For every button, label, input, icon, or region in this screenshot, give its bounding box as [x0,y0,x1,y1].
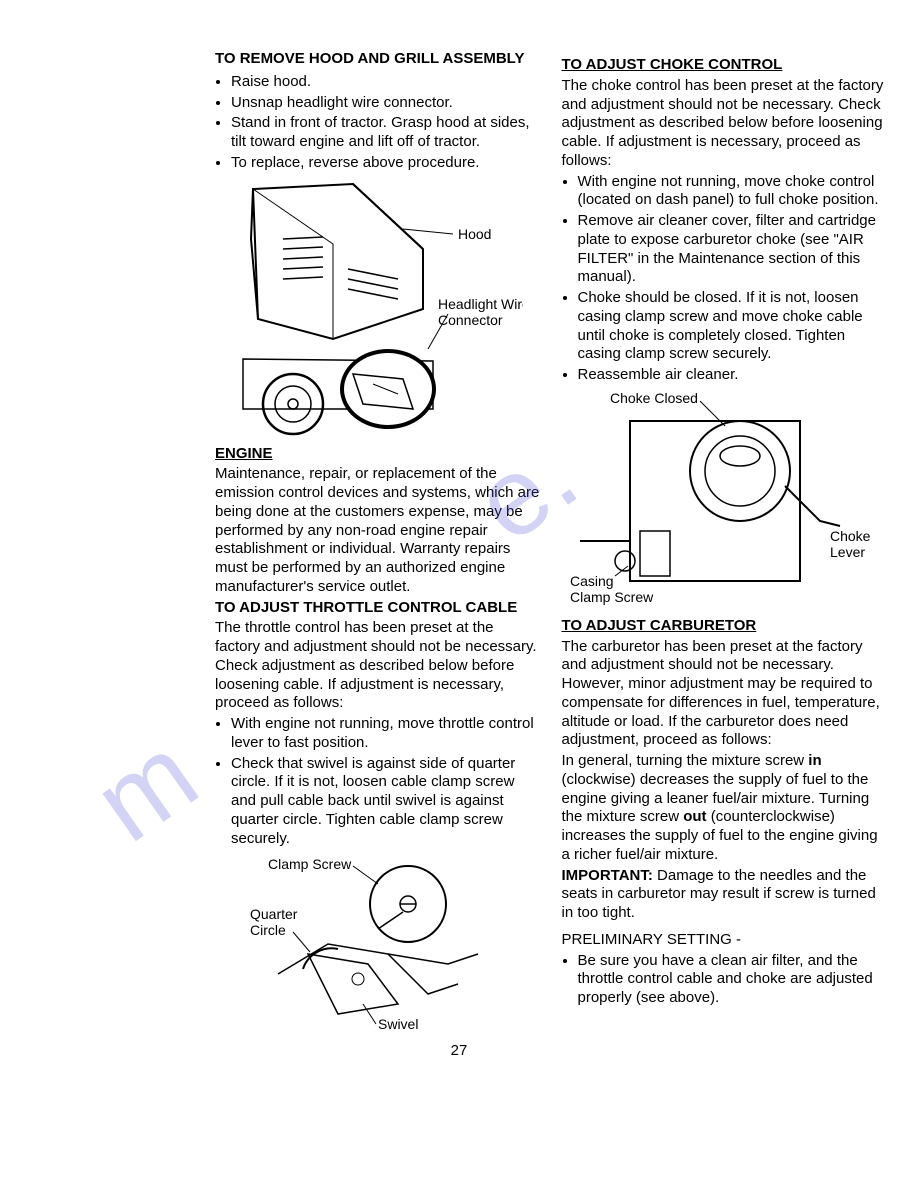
svg-text:Headlight Wire Conne: Headlight Wire Connector [438,296,523,328]
choke-bullets: With engine not running, move choke cont… [562,173,889,385]
hood-bullets: Raise hood. Unsnap headlight wire connec… [215,73,542,173]
list-item: With engine not running, move throttle c… [231,715,542,753]
carb-heading: TO ADJUST CARBURETOR [562,617,889,636]
list-item: Choke should be closed. If it is not, lo… [578,289,889,364]
carb-prelim: PRELIMINARY SETTING - [562,931,889,950]
figure-carburetor: Choke Closed Choke Lever Casing Clamp Sc… [562,391,889,611]
hood-heading: TO REMOVE HOOD AND GRILL ASSEMBLY [215,50,542,69]
page-number: 27 [451,1042,468,1061]
choke-heading: TO ADJUST CHOKE CONTROL [562,56,889,75]
throttle-bullets: With engine not running, move throttle c… [215,715,542,848]
svg-text:Swivel: Swivel [378,1016,418,1032]
list-item: With engine not running, move choke cont… [578,173,889,211]
throttle-para: The throttle control has been preset at … [215,619,542,713]
svg-text:Choke Closed: Choke Closed [610,391,698,406]
list-item: Reassemble air cleaner. [578,366,889,385]
fig-label-hood: Hood [458,226,491,242]
svg-text:Clamp Screw: Clamp Screw [268,856,352,872]
carb-para1: The carburetor has been preset at the fa… [562,638,889,751]
list-item: Raise hood. [231,73,542,92]
choke-para: The choke control has been preset at the… [562,77,889,171]
svg-text:Choke Lever: Choke Lever [830,528,874,560]
figure-hood: Hood Headlight Wire Connector [215,179,542,439]
list-item: Be sure you have a clean air filter, and… [578,952,889,1008]
list-item: Unsnap headlight wire connector. [231,94,542,113]
list-item: Check that swivel is against side of qua… [231,755,542,849]
list-item: To replace, reverse above procedure. [231,154,542,173]
carb-para2: In general, turning the mixture screw in… [562,752,889,865]
carb-important: IMPORTANT: Damage to the needles and the… [562,867,889,923]
figure-throttle: Clamp Screw Quarter Circle Swivel [215,854,542,1034]
engine-para: Maintenance, repair, or replacement of t… [215,465,542,596]
svg-text:Casing Clamp Screw: Casing Clamp Screw [570,573,654,605]
list-item: Stand in front of tractor. Grasp hood at… [231,114,542,152]
carb-bullets: Be sure you have a clean air filter, and… [562,952,889,1008]
list-item: Remove air cleaner cover, filter and car… [578,212,889,287]
engine-heading: ENGINE [215,445,542,464]
throttle-heading: TO ADJUST THROTTLE CONTROL CABLE [215,599,542,618]
